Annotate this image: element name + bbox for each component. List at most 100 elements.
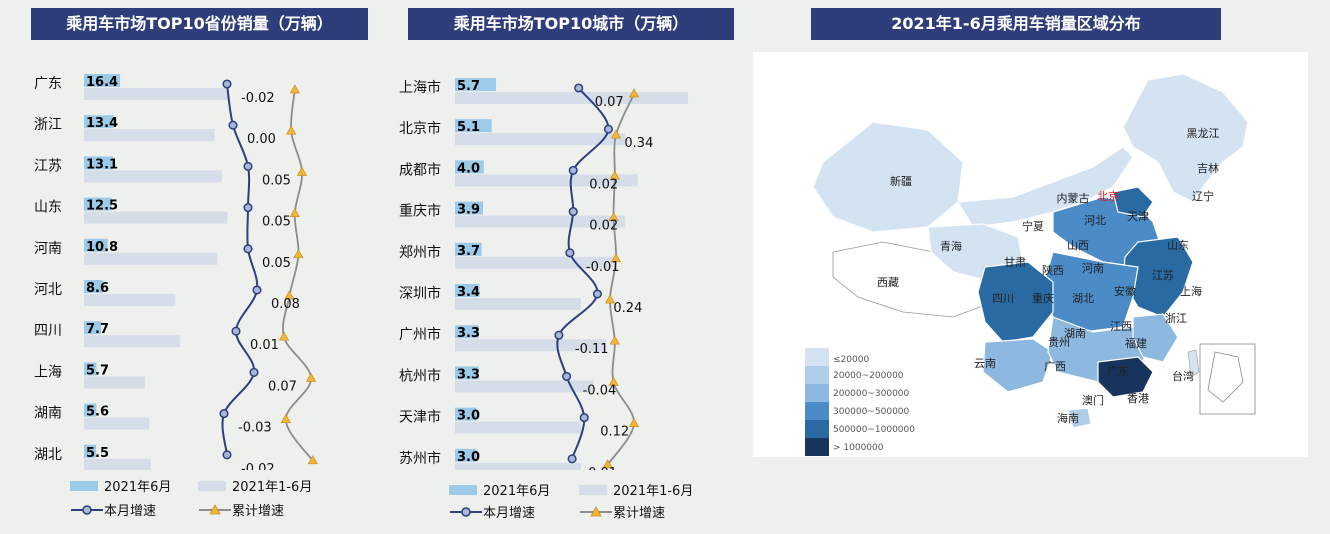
monthly-growth-point bbox=[554, 330, 564, 340]
june-value-label: 13.4 bbox=[86, 116, 118, 131]
china-sales-map: 黑龙江 吉林 辽宁 新疆 内蒙古 北京 天津 河北 山西 山东 宁夏 青海 甘肃 陕西 河南 江苏 上海 西藏 四川… bbox=[753, 52, 1308, 457]
monthly-growth-point bbox=[231, 326, 241, 336]
june-value-label: 5.7 bbox=[457, 79, 480, 94]
june-value-label: 4.0 bbox=[457, 161, 480, 176]
growth-value-label: 0.07 bbox=[268, 379, 297, 394]
june-value-label: 12.5 bbox=[86, 199, 118, 214]
map-region-label: 湖南 bbox=[1064, 327, 1086, 340]
cumulative-growth-marker bbox=[609, 170, 620, 180]
map-region-label: 河南 bbox=[1082, 262, 1104, 275]
map-region-label: 重庆 bbox=[1032, 291, 1054, 305]
ytd-bar bbox=[84, 170, 222, 183]
june-value-label: 5.5 bbox=[86, 446, 109, 461]
map-region-label: 北京 bbox=[1097, 189, 1119, 203]
map-legend-swatch bbox=[805, 366, 829, 384]
map-inset-frame bbox=[1199, 343, 1256, 415]
ytd-bar bbox=[84, 129, 215, 142]
map-region-southwest bbox=[982, 338, 1054, 393]
monthly-growth-point bbox=[574, 83, 584, 93]
cumulative-growth-marker bbox=[604, 294, 616, 304]
category-label: 浙江 bbox=[34, 117, 62, 133]
ytd-bar bbox=[455, 421, 581, 434]
growth-value-label: 0.02 bbox=[589, 177, 618, 192]
map-region-southeast bbox=[1132, 313, 1179, 363]
growth-value-label: 0.01 bbox=[588, 466, 617, 470]
monthly-growth-point bbox=[243, 244, 253, 254]
monthly-growth-point bbox=[243, 161, 253, 171]
growth-value-label: 0.05 bbox=[262, 256, 291, 271]
june-value-label: 3.9 bbox=[457, 203, 480, 218]
map-region-label: 新疆 bbox=[890, 174, 912, 188]
cumulative-growth-marker bbox=[305, 372, 317, 382]
map-region-label: 黑龙江 bbox=[1187, 127, 1220, 140]
cumulative-growth-marker bbox=[609, 335, 620, 345]
ytd-bar bbox=[455, 174, 638, 187]
growth-value-label: 0.05 bbox=[262, 215, 291, 230]
june-bar bbox=[455, 284, 480, 297]
legend-june-swatch bbox=[449, 484, 477, 495]
cumulative-growth-marker bbox=[628, 417, 640, 427]
june-bar bbox=[84, 197, 112, 211]
legend-monthly-growth-label: 本月增速 bbox=[483, 506, 536, 521]
monthly-growth-point bbox=[222, 450, 232, 460]
cumulative-growth-line bbox=[606, 93, 635, 466]
june-value-label: 5.1 bbox=[457, 120, 480, 135]
province-chart: 广东 16.4 浙江 13.4 江苏 13.1 山东 12.5 河南 10.8 河北 8.6 四川 7.7… bbox=[34, 74, 318, 470]
map-region-label: 西藏 bbox=[877, 276, 899, 289]
city-chart-title: 乘用车市场TOP10城市（万辆） bbox=[408, 8, 734, 40]
map-region-label: 山东 bbox=[1167, 239, 1189, 252]
ytd-bar bbox=[455, 298, 581, 310]
monthly-growth-point bbox=[243, 203, 253, 213]
ytd-bar bbox=[84, 376, 145, 389]
june-bar bbox=[84, 238, 108, 252]
map-title: 2021年1-6月乘用车销量区域分布 bbox=[811, 8, 1221, 40]
map-region-label: 陕西 bbox=[1042, 263, 1064, 277]
legend-june-swatch bbox=[70, 480, 98, 491]
map-region-xinjiang bbox=[812, 121, 964, 233]
map-region-label: 青海 bbox=[940, 239, 962, 253]
map-legend-swatch bbox=[805, 420, 829, 438]
legend-monthly-growth-icon bbox=[71, 504, 103, 515]
growth-value-label: 0.24 bbox=[613, 301, 642, 316]
june-bar bbox=[84, 321, 101, 335]
june-value-label: 8.6 bbox=[86, 281, 109, 296]
june-bar bbox=[455, 201, 484, 215]
map-legend-swatch bbox=[805, 348, 829, 366]
growth-value-label: -0.01 bbox=[586, 260, 620, 275]
june-bar bbox=[455, 448, 477, 462]
monthly-growth-point bbox=[249, 367, 259, 377]
cumulative-growth-marker bbox=[307, 455, 318, 465]
map-region-taiwan bbox=[1187, 349, 1200, 378]
growth-value-label: 0.05 bbox=[262, 173, 291, 188]
ytd-bar bbox=[84, 335, 180, 348]
cumulative-growth-marker bbox=[284, 290, 295, 300]
map-region-label: 山西 bbox=[1067, 239, 1089, 252]
map-region-guangdong bbox=[1097, 356, 1154, 398]
legend-ytd-swatch bbox=[579, 484, 607, 495]
growth-value-label: -0.02 bbox=[241, 91, 275, 106]
ytd-bar bbox=[84, 294, 176, 306]
map-legend-swatch bbox=[805, 384, 829, 402]
ytd-bar bbox=[455, 380, 594, 393]
monthly-growth-point bbox=[562, 371, 572, 381]
map-region-label: 香港 bbox=[1127, 392, 1149, 405]
ytd-bar bbox=[455, 92, 689, 104]
june-value-label: 10.8 bbox=[86, 240, 118, 255]
legend-june-label: 2021年6月 bbox=[104, 480, 172, 495]
map-legend: ≤20000 20000~200000 200000~300000 300000~50… bbox=[805, 348, 915, 456]
category-label: 上海 bbox=[34, 364, 62, 380]
province-chart-title: 乘用车市场TOP10省份销量（万辆） bbox=[31, 8, 368, 40]
june-value-label: 13.1 bbox=[86, 157, 118, 172]
june-bar bbox=[84, 74, 121, 87]
june-bar bbox=[455, 325, 479, 339]
june-bar bbox=[455, 160, 484, 174]
ytd-bar bbox=[455, 462, 581, 470]
june-bar bbox=[84, 444, 97, 458]
cumulative-growth-marker bbox=[289, 84, 300, 94]
ytd-bar bbox=[455, 339, 607, 352]
growth-value-label: -0.11 bbox=[575, 342, 609, 357]
category-label: 成都市 bbox=[399, 161, 441, 178]
cumulative-growth-marker bbox=[296, 166, 308, 176]
june-value-label: 3.7 bbox=[457, 244, 480, 259]
category-label: 河南 bbox=[34, 241, 62, 257]
